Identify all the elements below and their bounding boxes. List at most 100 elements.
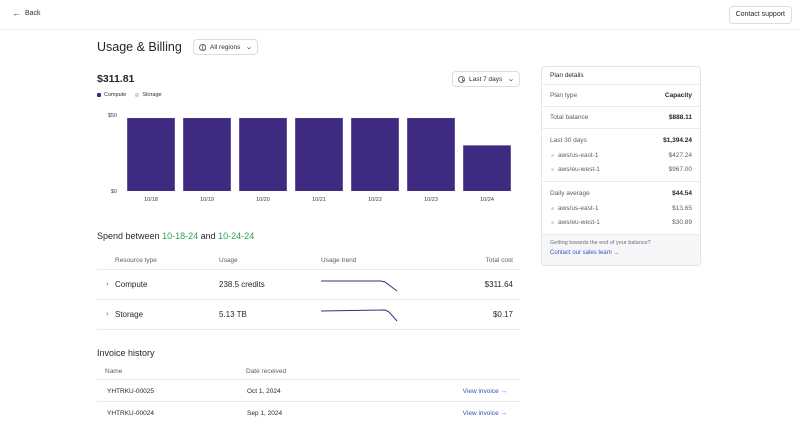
clock-icon (458, 75, 465, 83)
header-resource-type: Resource type (115, 257, 157, 264)
bar-compute[interactable] (239, 118, 287, 191)
legend-item-storage[interactable]: Storage (135, 92, 162, 98)
usage-bar-chart: $0 $50 10/18 10/19 10/20 10/21 10/22 10/23 10/24 (108, 113, 511, 203)
resource-cost: $311.64 (484, 280, 513, 289)
spend-end-date: 10-24-24 (218, 231, 255, 241)
last-30-days-value: $1,394.24 (663, 137, 692, 144)
legend-item-compute[interactable]: Compute (97, 92, 126, 98)
bullet-icon (551, 207, 554, 210)
x-tick-label: 10/21 (312, 197, 326, 203)
bar-compute[interactable] (407, 118, 455, 191)
bar-compute[interactable] (127, 118, 175, 191)
invoice-date: Oct 1, 2024 (247, 388, 281, 395)
y-tick-label: $50 (108, 113, 117, 119)
page-title: Usage & Billing (97, 40, 182, 54)
balance-note: Getting towards the end of your balance? (550, 240, 651, 246)
x-tick-label: 10/19 (200, 197, 214, 203)
resource-type: Compute (115, 280, 148, 289)
date-range-dropdown[interactable]: Last 7 days ⌄ (452, 71, 520, 87)
list-item: aws/us-east-1 $13.65 (542, 202, 700, 216)
plan-type-value: Capacity (664, 92, 692, 99)
legend-label-compute: Compute (104, 92, 127, 98)
region-name: aws/eu-west-1 (558, 166, 600, 173)
table-row: YHTRKU-00024 Sep 1, 2024 View invoice → (97, 402, 520, 421)
region-name: aws/eu-west-1 (558, 219, 600, 226)
resource-table-header: Resource type Usage Usage trend Total co… (97, 254, 520, 270)
view-invoice-link[interactable]: View invoice → (462, 410, 507, 417)
total-balance-label: Total balance (550, 114, 589, 121)
region-name: aws/us-east-1 (558, 205, 599, 212)
arrow-left-icon: ← (12, 8, 21, 18)
list-item: aws/eu-west-1 $967.00 (542, 163, 700, 177)
region-value: $427.24 (668, 152, 693, 159)
chart-legend: Compute Storage (97, 92, 162, 98)
list-item: aws/us-east-1 $427.24 (542, 149, 700, 163)
contact-sales-link[interactable]: Contact our sales team → (550, 250, 620, 256)
plan-type-label: Plan type (550, 92, 578, 99)
y-tick-label: $0 (111, 189, 117, 195)
resource-usage: 238.5 credits (219, 280, 265, 289)
globe-icon (199, 43, 206, 51)
bar-compute[interactable] (463, 145, 511, 191)
last-30-days-label: Last 30 days (550, 137, 587, 144)
header-usage-trend: Usage trend (321, 257, 357, 264)
legend-swatch-compute (97, 93, 101, 97)
invoice-table: Name Date received YHTRKU-00025 Oct 1, 2… (97, 366, 520, 421)
legend-label-storage: Storage (142, 92, 162, 98)
chevron-right-icon[interactable]: › (106, 279, 109, 288)
header-usage: Usage (219, 257, 238, 264)
region-value: $967.00 (668, 166, 693, 173)
spend-start-date: 10-18-24 (162, 231, 199, 241)
region-value: $30.89 (672, 219, 692, 226)
region-dropdown-label: All regions (210, 43, 241, 51)
invoice-date: Sep 1, 2024 (247, 410, 283, 417)
table-row[interactable]: › Storage 5.13 TB $0.17 (97, 300, 520, 330)
resource-cost: $0.17 (492, 310, 513, 319)
bar-compute[interactable] (351, 118, 399, 191)
header-total-cost: Total cost (485, 257, 513, 264)
x-tick-label: 10/20 (256, 197, 270, 203)
bar-compute[interactable] (295, 118, 343, 191)
header-date-received: Date received (246, 368, 287, 375)
contact-support-button[interactable]: Contact support (728, 6, 792, 24)
total-balance-row: Total balance $888.11 (542, 107, 700, 129)
table-row[interactable]: › Compute 238.5 credits $311.64 (97, 270, 520, 300)
invoice-name: YHTRKU-00025 (107, 388, 154, 395)
top-bar: ← Back Contact support (0, 0, 800, 30)
resource-usage: 5.13 TB (219, 310, 247, 319)
list-item: aws/eu-west-1 $30.89 (542, 216, 700, 230)
bullet-icon (551, 221, 554, 224)
bar-compute[interactable] (183, 118, 231, 191)
last-30-days-group: Last 30 days $1,394.24 aws/us-east-1 $42… (542, 129, 700, 182)
region-value: $13.65 (672, 205, 692, 212)
daily-average-group: Daily average $44.54 aws/us-east-1 $13.6… (542, 182, 700, 235)
bullet-icon (551, 154, 554, 157)
back-label: Back (25, 10, 41, 17)
daily-average-label: Daily average (550, 190, 590, 197)
region-name: aws/us-east-1 (558, 152, 599, 159)
date-range-label: Last 7 days (469, 75, 503, 83)
view-invoice-link[interactable]: View invoice → (462, 388, 507, 395)
header-name: Name (105, 368, 123, 375)
region-dropdown[interactable]: All regions ⌄ (193, 39, 258, 55)
plan-footer: Getting towards the end of your balance?… (542, 235, 700, 265)
invoice-history-title: Invoice history (97, 348, 155, 358)
chevron-down-icon: ⌄ (245, 44, 253, 51)
x-tick-label: 10/22 (368, 197, 382, 203)
resource-type: Storage (115, 310, 144, 319)
resource-table: Resource type Usage Usage trend Total co… (97, 254, 520, 330)
chevron-down-icon: ⌄ (507, 76, 515, 83)
plan-type-row: Plan type Capacity (542, 85, 700, 107)
spend-joiner: and (200, 231, 216, 241)
x-tick-label: 10/18 (144, 197, 158, 203)
daily-average-value: $44.54 (672, 190, 692, 197)
usage-trend-sparkline (321, 309, 398, 322)
usage-trend-sparkline (321, 280, 398, 292)
chevron-right-icon[interactable]: › (106, 309, 109, 318)
x-tick-label: 10/23 (424, 197, 438, 203)
total-balance-value: $888.11 (668, 114, 692, 121)
back-button[interactable]: ← Back (12, 8, 41, 18)
plan-details-title: Plan details (542, 67, 700, 85)
legend-swatch-storage (135, 93, 140, 97)
spend-heading: Spend between 10-18-24 and 10-24-24 (97, 231, 254, 241)
